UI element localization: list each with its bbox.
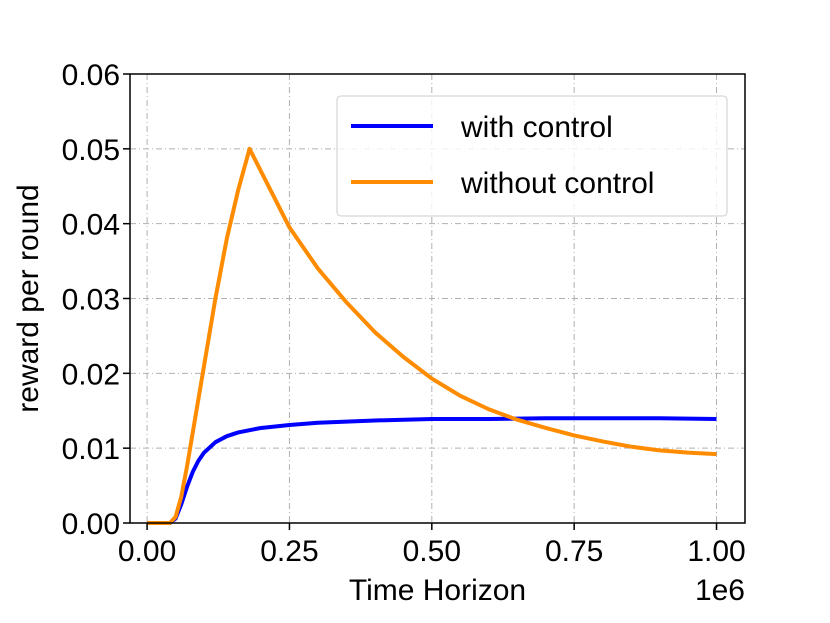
x-axis-offset-text: 1e6 xyxy=(695,574,745,607)
x-tick-label: 0.75 xyxy=(545,535,603,568)
x-tick-label: 1.00 xyxy=(687,535,745,568)
x-tick-label: 0.00 xyxy=(118,535,176,568)
x-axis-label: Time Horizon xyxy=(349,574,526,607)
y-tick-label: 0.02 xyxy=(62,358,120,391)
y-axis-label: reward per round xyxy=(12,184,45,412)
y-axis-ticks: 0.00 0.01 0.02 0.03 0.04 0.05 0.06 xyxy=(62,59,130,541)
legend-box xyxy=(336,95,728,217)
y-tick-label: 0.04 xyxy=(62,209,120,242)
legend: with control without control xyxy=(336,95,728,217)
y-tick-label: 0.05 xyxy=(62,134,120,167)
series-lines xyxy=(147,146,717,525)
legend-label-with-control: with control xyxy=(460,111,613,144)
x-tick-label: 0.50 xyxy=(403,535,461,568)
y-tick-label: 0.01 xyxy=(62,433,120,466)
x-tick-label: 0.25 xyxy=(260,535,318,568)
x-axis-ticks: 0.00 0.25 0.50 0.75 1.00 xyxy=(118,523,746,568)
series-line-without-control xyxy=(147,146,717,525)
legend-label-without-control: without control xyxy=(460,167,654,200)
y-tick-label: 0.00 xyxy=(62,508,120,541)
y-tick-label: 0.03 xyxy=(62,284,120,317)
y-tick-label: 0.06 xyxy=(62,59,120,92)
